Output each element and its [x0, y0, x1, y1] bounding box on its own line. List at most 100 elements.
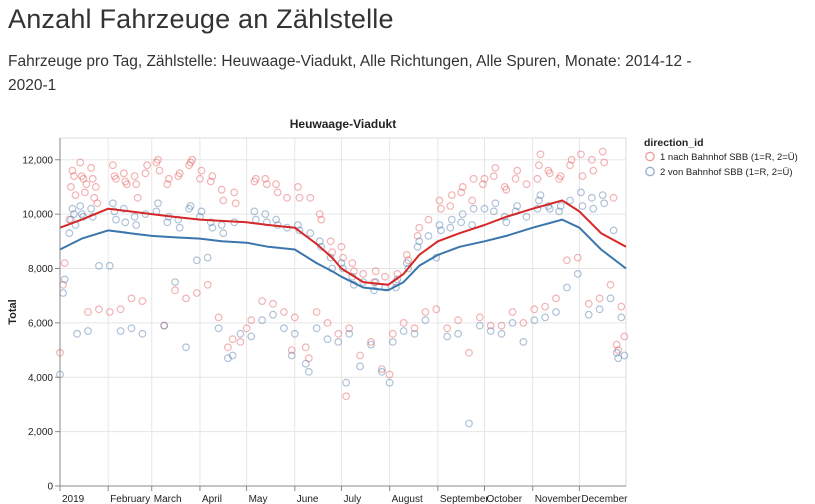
data-point	[251, 215, 260, 224]
data-point	[480, 174, 489, 183]
data-point	[535, 161, 543, 170]
data-point	[421, 316, 430, 325]
data-point	[94, 305, 103, 314]
data-point	[223, 343, 232, 352]
data-point	[323, 318, 332, 327]
x-tick-label: 2019	[62, 494, 85, 504]
data-point	[465, 348, 473, 357]
data-point	[334, 337, 343, 346]
data-point	[541, 302, 549, 311]
data-point	[175, 169, 184, 178]
data-point	[290, 329, 299, 338]
data-point	[339, 264, 347, 273]
data-point	[223, 354, 232, 363]
data-point	[250, 207, 259, 216]
data-point	[489, 207, 498, 216]
data-point	[119, 204, 128, 213]
series-line-1	[59, 199, 627, 286]
data-point	[612, 340, 621, 349]
data-point	[160, 321, 169, 330]
data-point	[469, 204, 478, 213]
data-point	[315, 210, 324, 218]
data-point	[447, 215, 456, 224]
data-point	[402, 250, 411, 259]
x-tick-label: July	[343, 494, 361, 504]
data-point	[589, 204, 598, 213]
data-point	[415, 223, 424, 232]
data-point	[138, 329, 147, 338]
y-tick-label: 8,000	[28, 264, 53, 275]
y-tick-label: 2,000	[28, 427, 53, 438]
data-point	[203, 253, 212, 262]
data-point	[287, 346, 296, 355]
data-point	[519, 318, 528, 327]
data-point	[614, 354, 623, 363]
series-2	[56, 188, 629, 428]
data-point	[443, 332, 452, 341]
data-point	[573, 269, 582, 278]
data-point	[491, 199, 500, 208]
data-point	[513, 202, 522, 210]
data-point	[272, 215, 281, 224]
data-point	[533, 174, 542, 183]
data-point	[77, 210, 86, 218]
data-point	[84, 308, 92, 316]
data-point	[378, 365, 386, 374]
y-tick-label: 10,000	[22, 210, 53, 221]
data-point	[424, 231, 433, 240]
data-point	[65, 229, 74, 238]
data-point	[185, 204, 194, 213]
data-point	[77, 172, 86, 180]
data-point	[454, 329, 463, 338]
data-point	[556, 202, 565, 210]
data-point	[182, 294, 190, 303]
x-tick-label: December	[581, 494, 628, 504]
data-point	[513, 166, 522, 175]
data-point	[315, 237, 324, 246]
data-point	[454, 316, 463, 325]
data-point	[116, 327, 125, 335]
chart: 0 2,000 4,000 6,000 8,000 10,000 12,000 2019 Feb…	[7, 117, 798, 504]
data-point	[304, 354, 313, 363]
data-point	[522, 212, 531, 221]
data-point	[214, 313, 223, 322]
data-point	[437, 226, 445, 235]
data-point	[555, 174, 563, 183]
data-point	[206, 218, 215, 227]
data-point	[261, 210, 270, 218]
data-point	[497, 321, 506, 330]
data-point	[76, 158, 85, 167]
legend-symbol	[645, 151, 655, 162]
data-point	[247, 332, 256, 341]
data-point	[250, 177, 259, 186]
data-point	[94, 261, 103, 270]
y-axis-title: Total	[7, 299, 19, 324]
data-point	[589, 166, 598, 175]
data-point	[73, 329, 81, 338]
data-point	[339, 253, 347, 262]
data-point	[378, 367, 386, 376]
data-point	[79, 174, 88, 183]
data-point	[68, 204, 77, 213]
data-point	[402, 259, 411, 268]
data-point	[606, 280, 615, 289]
data-point	[541, 313, 549, 322]
data-point	[112, 215, 120, 224]
data-point	[566, 161, 574, 170]
legend-label: 2 von Bahnhof SBB (1=R, 2=Ü)	[660, 167, 793, 178]
data-point	[60, 259, 69, 268]
x-tick-label: March	[154, 494, 182, 504]
data-point	[121, 177, 130, 186]
data-point	[188, 155, 197, 164]
data-point	[301, 359, 310, 368]
legend-title: direction_id	[644, 137, 704, 149]
data-point	[326, 237, 335, 246]
data-point	[502, 185, 511, 194]
data-point	[68, 166, 77, 175]
data-point	[410, 324, 419, 333]
data-point	[491, 164, 500, 172]
data-point	[290, 313, 299, 322]
data-point	[197, 207, 206, 216]
plot-area: 0 2,000 4,000 6,000 8,000 10,000 12,000 2019 Feb…	[22, 137, 629, 504]
data-point	[258, 316, 267, 325]
